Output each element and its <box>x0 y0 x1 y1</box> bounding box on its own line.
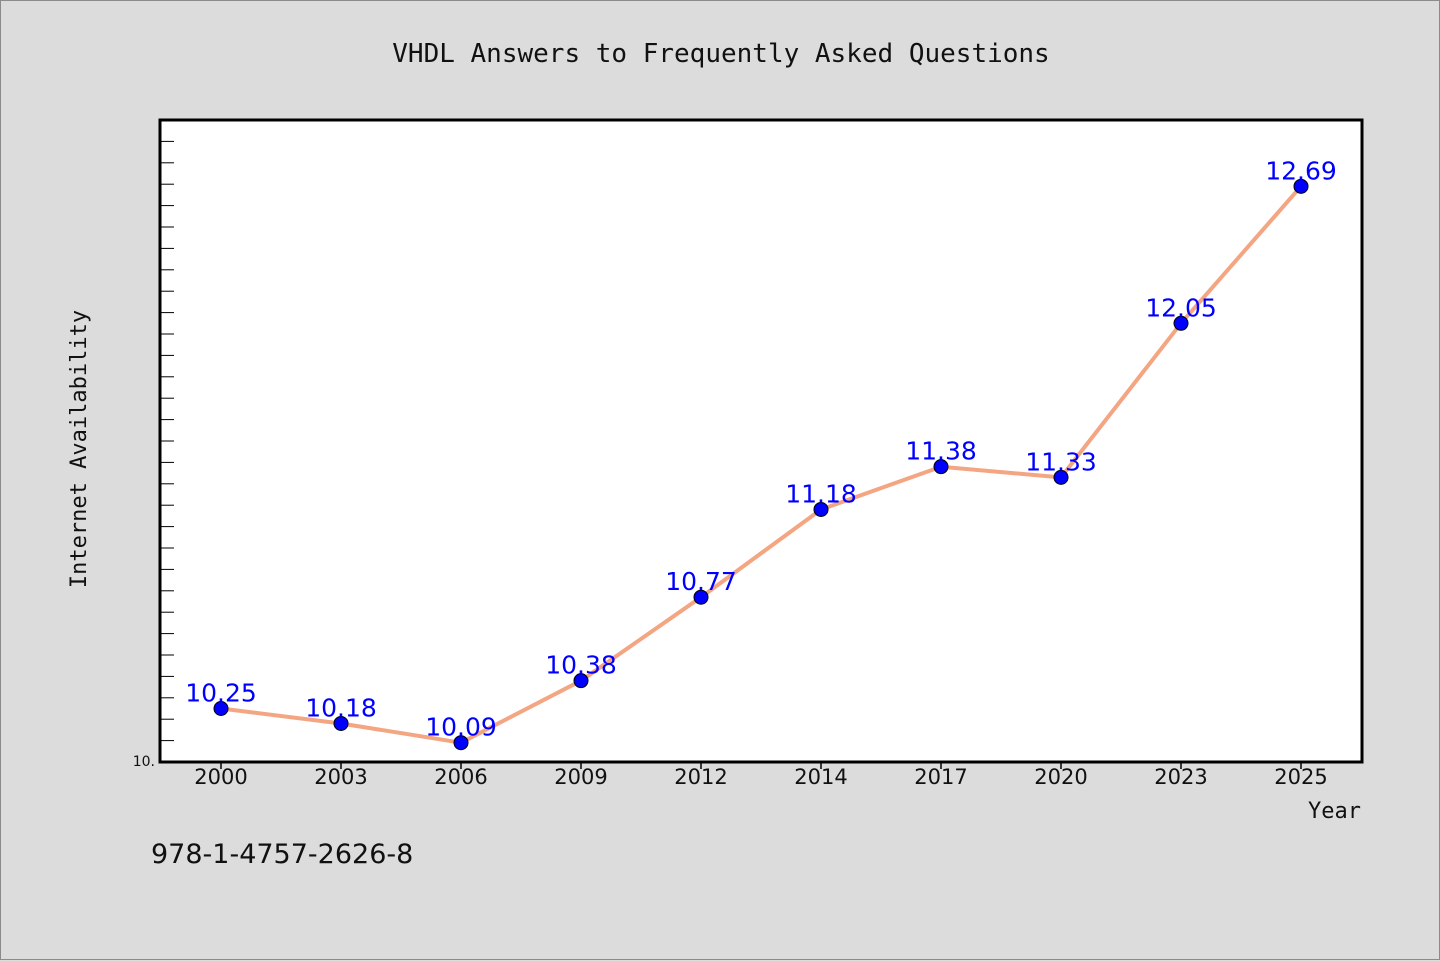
x-tick-label: 2009 <box>554 765 607 789</box>
data-point <box>1173 315 1189 331</box>
data-label: 12.05 <box>1145 293 1217 322</box>
x-tick-label: 2000 <box>194 765 247 789</box>
x-tick-label: 2023 <box>1154 765 1207 789</box>
x-tick-label: 2012 <box>674 765 727 789</box>
x-tick-label: 2014 <box>794 765 847 789</box>
data-label: 10.09 <box>425 713 497 742</box>
data-label: 10.25 <box>185 679 257 708</box>
y-tick-label: 10. <box>133 754 155 770</box>
x-tick-label: 2020 <box>1034 765 1087 789</box>
data-point <box>813 501 829 517</box>
data-point <box>693 589 709 605</box>
data-label: 11.18 <box>785 479 857 508</box>
x-tick-label: 2003 <box>314 765 367 789</box>
data-point <box>1293 178 1309 194</box>
data-label: 10.38 <box>545 651 617 680</box>
footnote-isbn: 978-1-4757-2626-8 <box>151 839 413 870</box>
data-point <box>453 735 469 751</box>
data-label: 10.18 <box>305 693 377 722</box>
y-axis-label: Internet Availability <box>67 310 92 588</box>
series-line <box>220 184 1303 745</box>
data-label: 12.69 <box>1265 156 1337 185</box>
series-layer: 10.25 10.18 10.09 10.38 10.77 11.18 11.38 11.33… <box>185 156 1337 751</box>
plot-area <box>158 118 1364 764</box>
data-point <box>933 459 949 475</box>
x-tick-label: 2025 <box>1274 765 1327 789</box>
data-point <box>573 673 589 689</box>
data-point <box>213 701 229 716</box>
x-axis-label: Year <box>1308 799 1361 824</box>
data-label: 11.38 <box>905 437 977 466</box>
data-point <box>1053 469 1069 485</box>
x-tick-label: 2017 <box>914 765 967 789</box>
x-tick-label: 2006 <box>434 765 487 789</box>
chart-title: VHDL Answers to Frequently Asked Questio… <box>392 39 1049 69</box>
data-label: 11.33 <box>1025 447 1097 476</box>
y-axis-ticks <box>160 140 174 742</box>
x-axis: 2000 2003 2006 2009 2012 2014 2017 2020 2023 2025 <box>194 762 1328 789</box>
data-point <box>333 715 349 731</box>
data-label: 10.77 <box>665 567 737 596</box>
